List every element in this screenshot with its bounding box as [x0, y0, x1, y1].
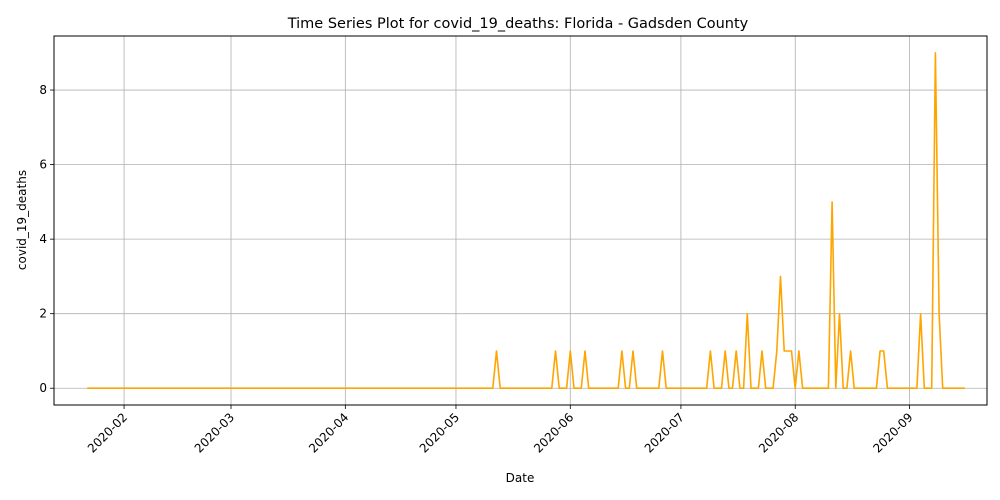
x-axis-title: Date: [506, 471, 535, 485]
series-line: [87, 51, 965, 390]
plot-frame: [53, 35, 988, 406]
series-layer: [87, 51, 965, 390]
y-tick-label: 4: [39, 232, 47, 246]
x-tick-label: 2020-06: [531, 410, 576, 455]
y-tick-label: 2: [39, 307, 47, 321]
x-tick-label: 2020-03: [192, 410, 237, 455]
grid: [54, 36, 987, 405]
y-axis-title: covid_19_deaths: [15, 170, 29, 270]
x-axis: 2020-02 2020-03 2020-04 2020-05 2020-06 2020-…: [85, 405, 916, 456]
x-tick-label: 2020-05: [417, 410, 462, 455]
y-tick-label: 0: [39, 381, 47, 395]
y-tick-label: 8: [39, 83, 47, 97]
x-tick-label: 2020-07: [642, 410, 687, 455]
chart-title: Time Series Plot for covid_19_deaths: Fl…: [287, 16, 749, 32]
x-tick-label: 2020-02: [85, 410, 130, 455]
y-tick-label: 6: [39, 158, 47, 172]
y-axis: 0 2 4 6 8: [39, 83, 54, 395]
x-tick-label: 2020-09: [870, 410, 915, 455]
x-tick-label: 2020-04: [306, 410, 351, 455]
x-tick-label: 2020-08: [756, 410, 801, 455]
